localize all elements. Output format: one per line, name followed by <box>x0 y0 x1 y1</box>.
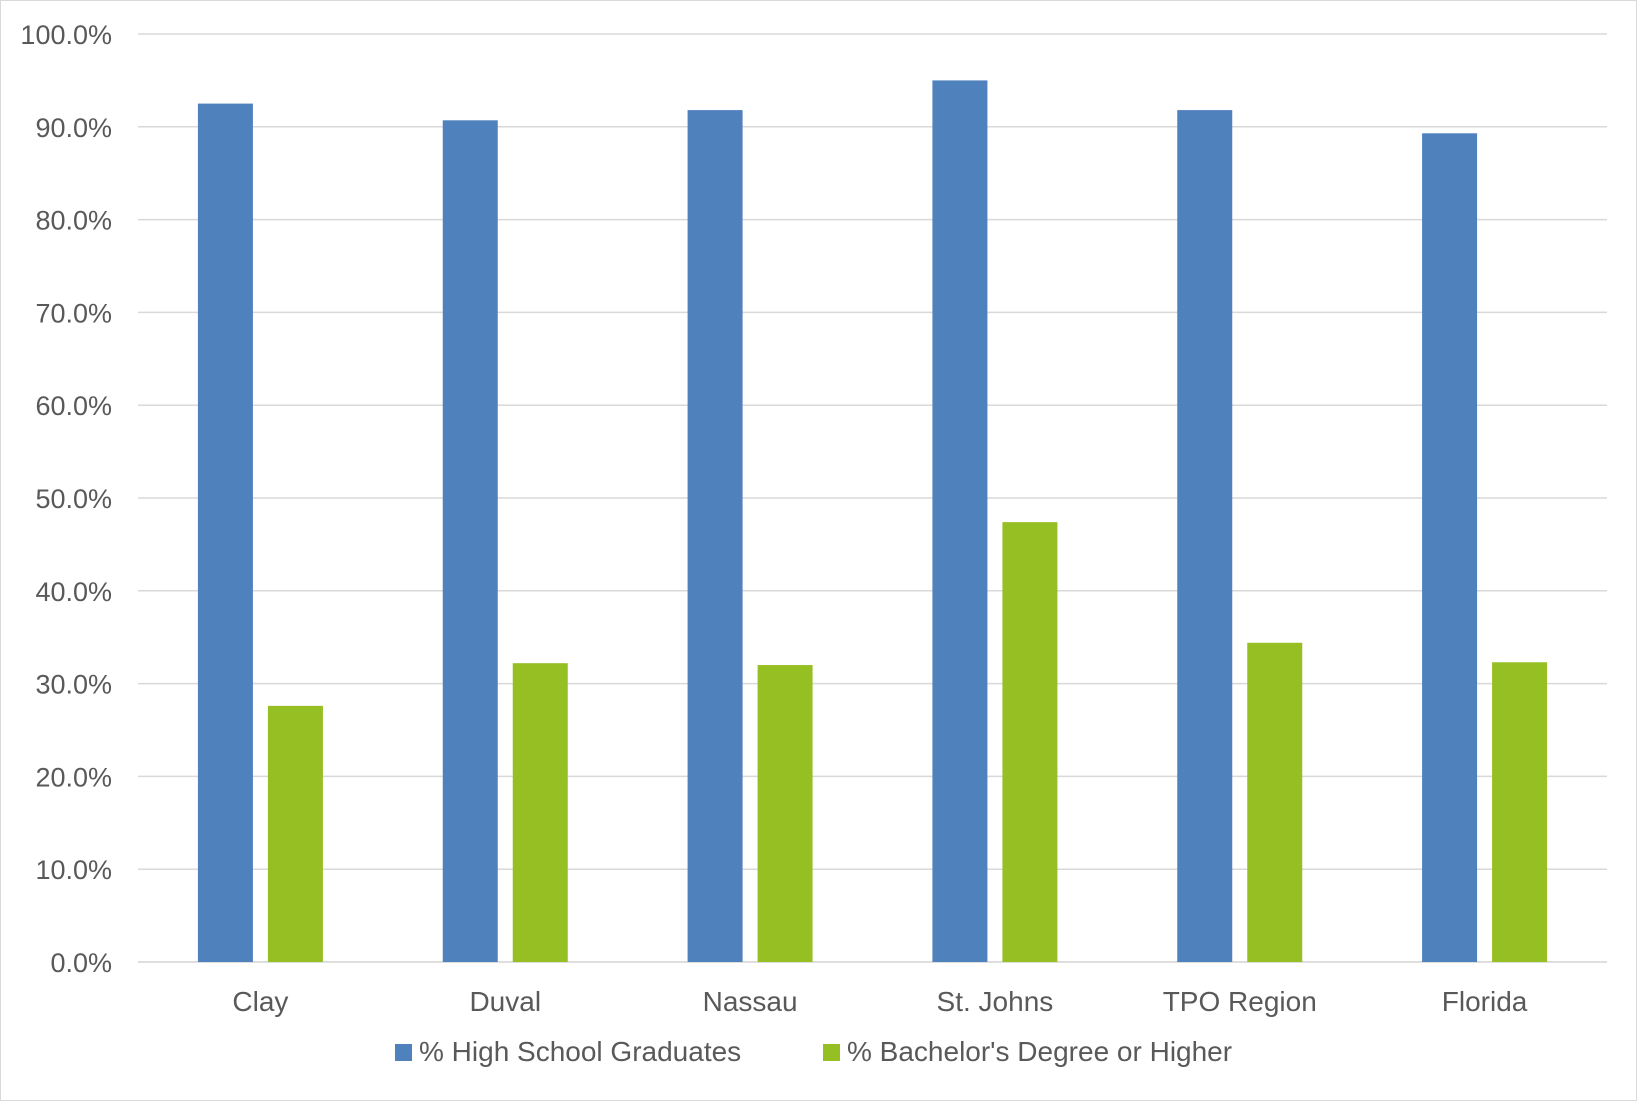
bar-high-school-graduates-nassau <box>687 110 743 962</box>
bar-high-school-graduates-florida <box>1422 133 1478 962</box>
y-tick-label: 80.0% <box>35 206 112 236</box>
x-category-label: TPO Region <box>1163 986 1317 1017</box>
bar-bachelors-degree-clay <box>267 705 323 962</box>
legend-swatch <box>395 1044 412 1061</box>
y-tick-label: 0.0% <box>50 948 112 978</box>
bars <box>197 80 1548 963</box>
y-tick-label: 100.0% <box>20 20 112 50</box>
x-category-label: Nassau <box>703 986 798 1017</box>
x-axis-categories: Clay Duval Nassau St. Johns TPO Region Florid… <box>232 986 1527 1017</box>
y-tick-label: 60.0% <box>35 391 112 421</box>
bar-high-school-graduates-duval <box>442 120 498 962</box>
y-tick-label: 70.0% <box>35 298 112 328</box>
bar-high-school-graduates-clay <box>197 103 253 963</box>
y-tick-label: 10.0% <box>35 855 112 885</box>
bar-bachelors-degree-nassau <box>757 665 813 962</box>
legend-swatch <box>823 1044 840 1061</box>
bar-bachelors-degree-st-johns <box>1002 522 1058 962</box>
y-tick-label: 30.0% <box>35 670 112 700</box>
y-tick-label: 50.0% <box>35 484 112 514</box>
x-category-label: Clay <box>232 986 288 1017</box>
y-axis-ticks: 0.0% 10.0% 20.0% 30.0% 40.0% 50.0% 60.0% 70.0% 8… <box>20 20 112 978</box>
legend-label: % Bachelor's Degree or Higher <box>847 1036 1232 1067</box>
y-tick-label: 40.0% <box>35 577 112 607</box>
y-tick-label: 90.0% <box>35 113 112 143</box>
bar-bachelors-degree-duval <box>512 663 568 962</box>
bar-bachelors-degree-florida <box>1492 662 1548 962</box>
x-category-label: St. Johns <box>937 986 1054 1017</box>
legend: % High School Graduates % Bachelor's Degr… <box>395 1036 1232 1067</box>
y-tick-label: 20.0% <box>35 762 112 792</box>
bar-high-school-graduates-tpo-region <box>1177 110 1233 962</box>
x-category-label: Florida <box>1442 986 1528 1017</box>
gridlines <box>138 33 1607 963</box>
bar-high-school-graduates-st-johns <box>932 80 988 962</box>
x-category-label: Duval <box>469 986 541 1017</box>
legend-label: % High School Graduates <box>419 1036 741 1067</box>
bar-bachelors-degree-tpo-region <box>1247 642 1303 962</box>
